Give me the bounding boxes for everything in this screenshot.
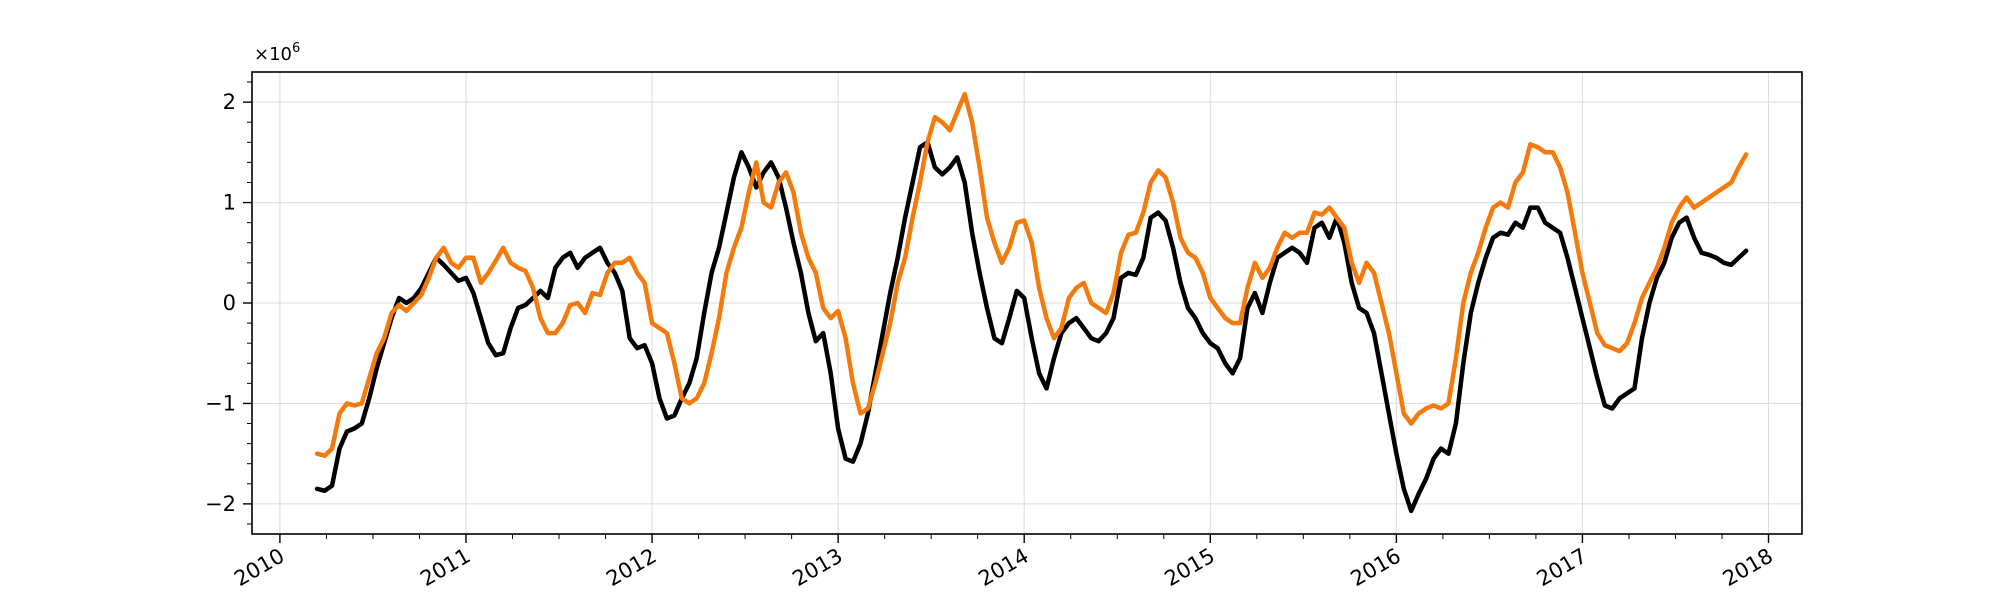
x-tick-label: 2017 <box>1533 544 1591 592</box>
y-axis-labels: −2 −1 0 1 2 <box>205 90 236 516</box>
plot-frame <box>251 71 1803 535</box>
x-tick-label: 2016 <box>1347 544 1405 592</box>
x-tick-label: 2014 <box>974 544 1032 592</box>
y-tick-label: 2 <box>223 90 236 114</box>
x-tick-label: 2013 <box>788 544 846 592</box>
x-tick-label: 2010 <box>230 544 288 592</box>
grid <box>252 72 1802 534</box>
y-multiplier-exponent: 6 <box>292 41 300 56</box>
y-tick-label: −1 <box>205 391 236 415</box>
y-tick-label: 0 <box>223 291 236 315</box>
y-multiplier-base: ×10 <box>254 44 292 65</box>
x-axis-labels: 2010 2011 2012 2013 2014 2015 2016 2017 2018 <box>230 544 1777 592</box>
x-tick-label: 2012 <box>602 544 660 592</box>
x-tick-label: 2011 <box>416 544 474 592</box>
y-tick-label: 1 <box>223 191 236 215</box>
y-tick-label: −2 <box>205 492 236 516</box>
x-tick-label: 2018 <box>1719 544 1777 592</box>
minor-ticks <box>247 81 1723 539</box>
y-axis-multiplier: ×106 <box>254 41 300 65</box>
series-line-1 <box>314 140 1749 514</box>
major-ticks <box>243 101 1770 543</box>
x-tick-label: 2015 <box>1160 544 1218 592</box>
series-line-2 <box>314 91 1749 458</box>
series-layer <box>314 91 1749 514</box>
